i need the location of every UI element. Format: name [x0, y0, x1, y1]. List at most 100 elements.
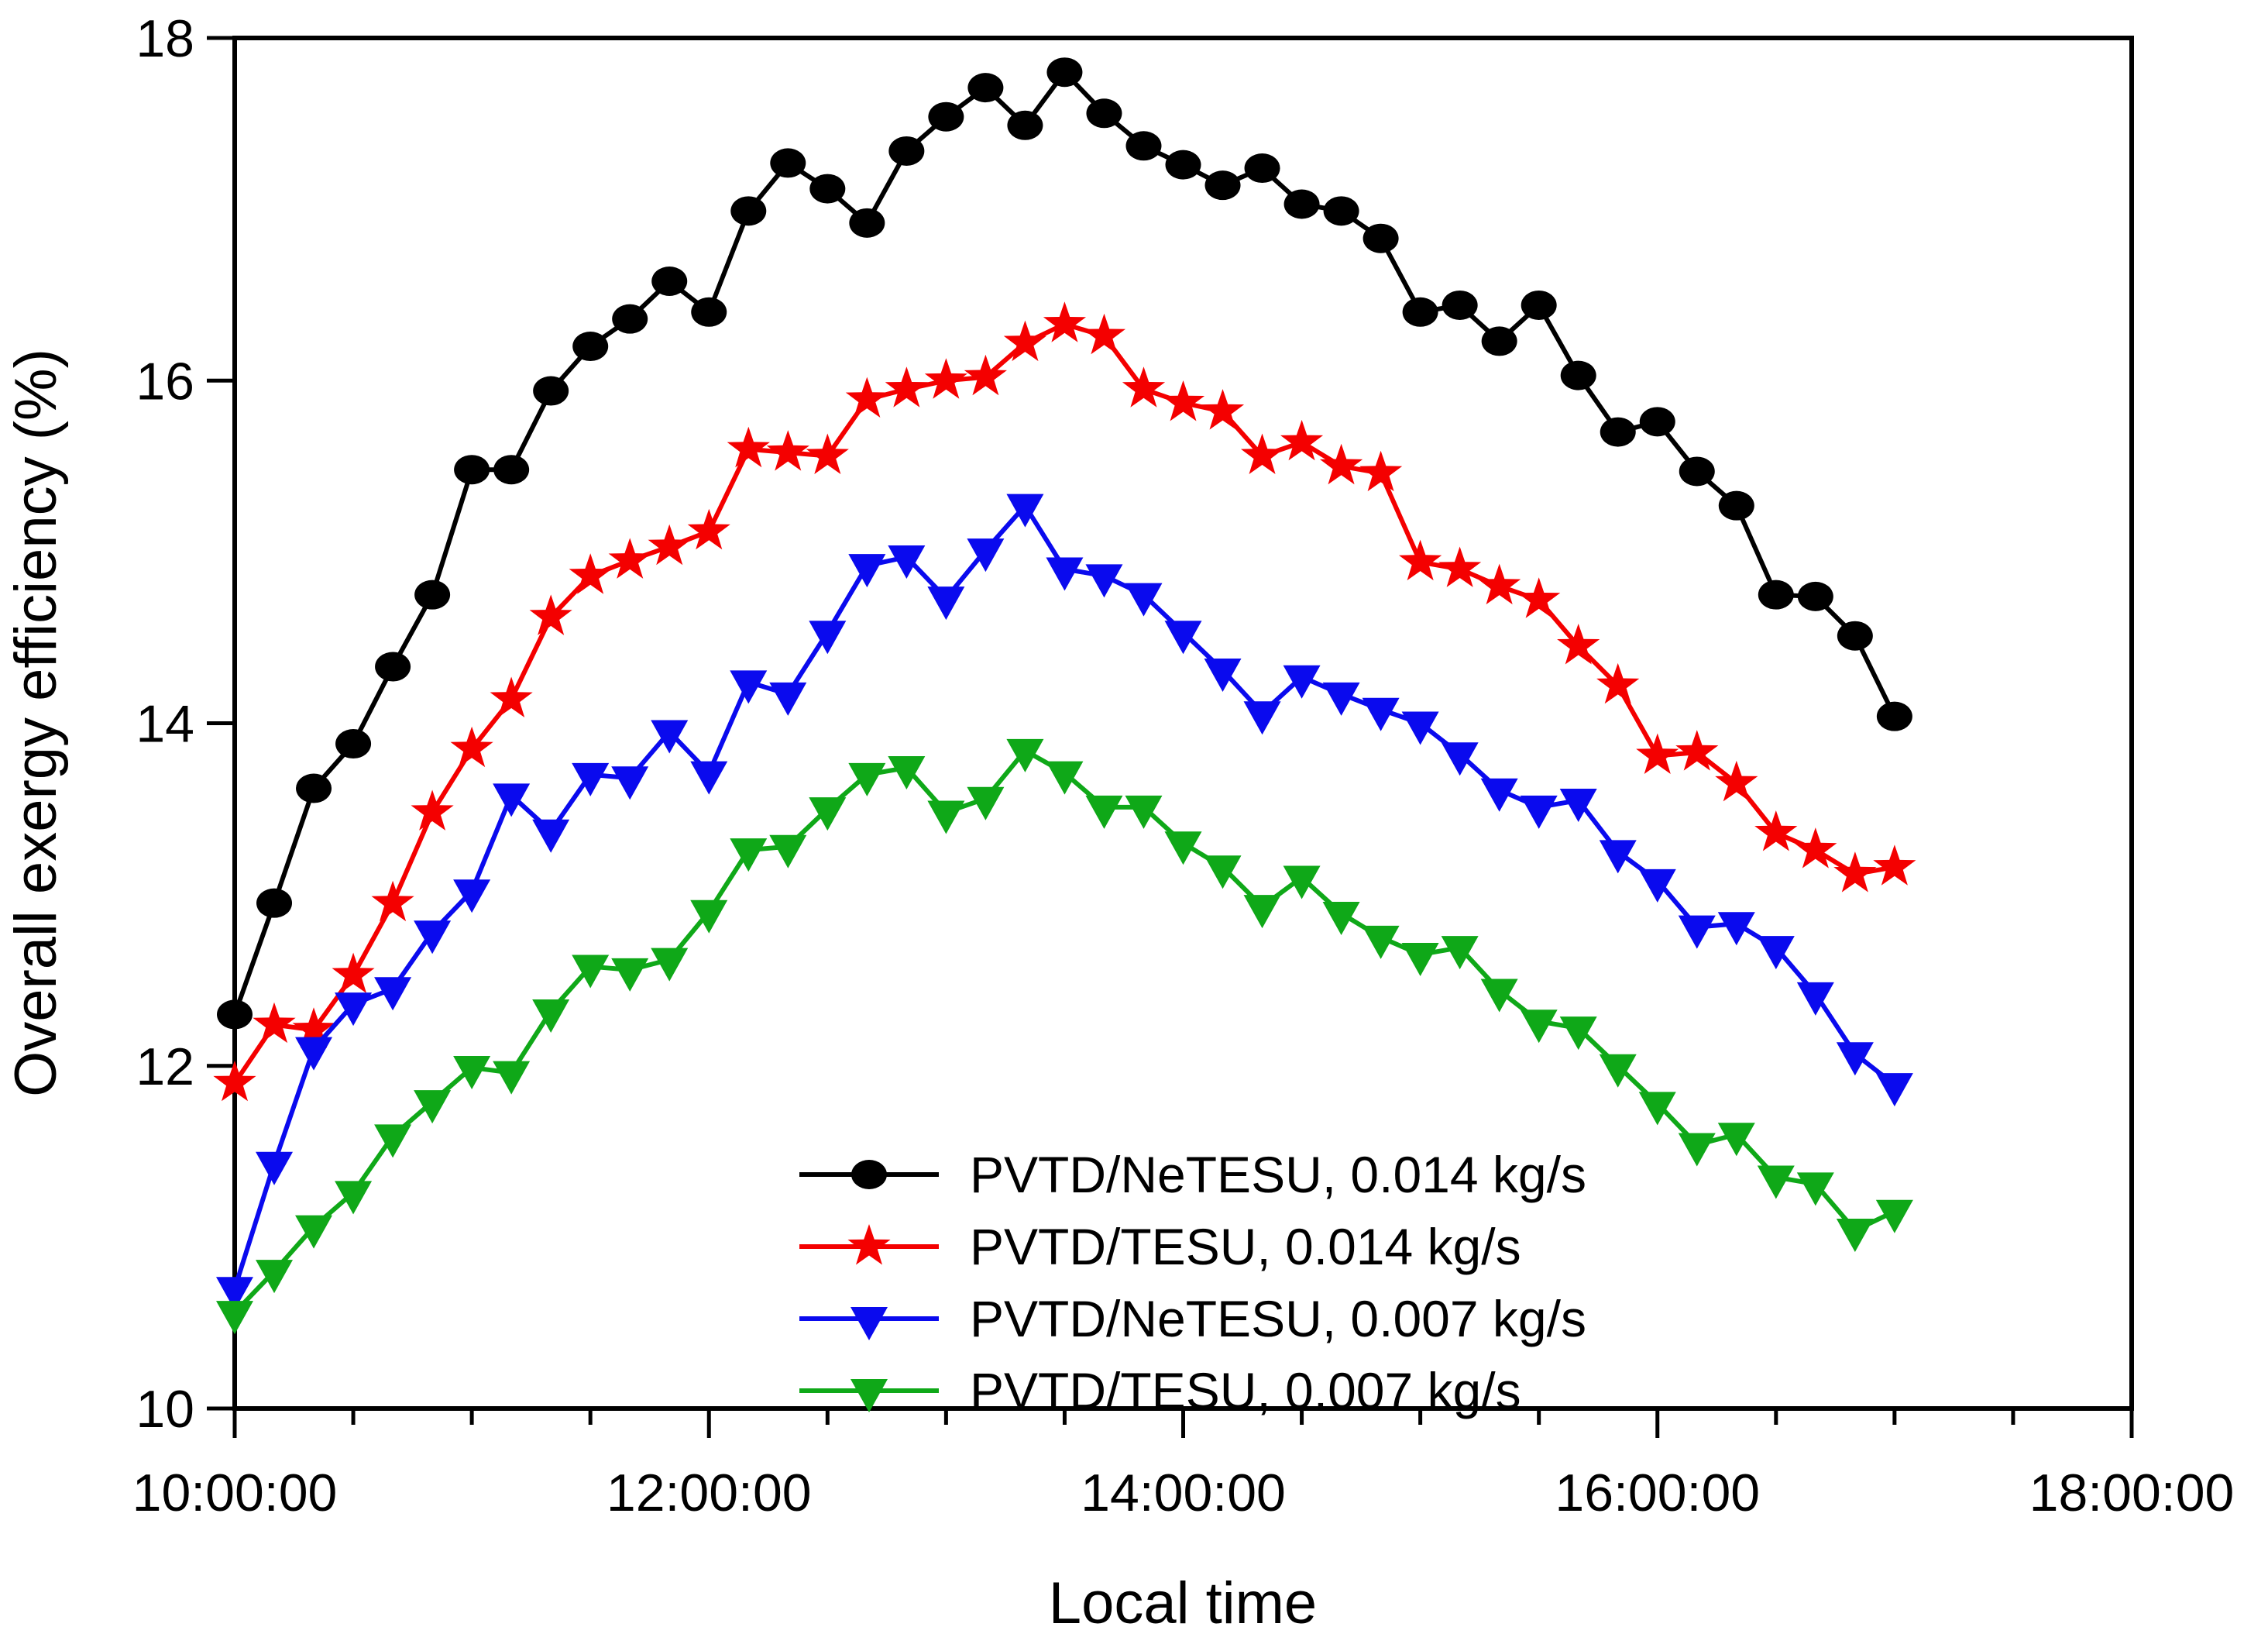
triangle-down-marker — [809, 797, 847, 831]
star-marker — [1438, 546, 1482, 587]
star-marker — [806, 433, 849, 474]
circle-marker — [1244, 153, 1280, 184]
triangle-down-marker — [1085, 795, 1123, 829]
circle-marker — [1125, 131, 1162, 161]
triangle-down-marker — [335, 1181, 373, 1215]
star-marker — [1003, 320, 1046, 362]
triangle-down-marker — [651, 948, 689, 982]
triangle-down-marker — [1362, 697, 1400, 731]
triangle-down-marker — [1441, 742, 1479, 776]
triangle-down-marker — [1085, 564, 1123, 598]
triangle-down-marker — [453, 879, 491, 913]
star-marker — [847, 1224, 891, 1265]
x-tick-label: 12:00:00 — [607, 1464, 812, 1522]
star-marker — [1754, 810, 1798, 851]
star-marker — [1320, 443, 1363, 485]
circle-marker — [1481, 326, 1517, 356]
circle-marker — [691, 297, 727, 327]
triangle-down-marker — [295, 1037, 333, 1071]
triangle-down-marker — [730, 838, 768, 872]
x-tick-label: 10:00:00 — [132, 1464, 338, 1522]
triangle-down-marker — [1599, 840, 1637, 874]
circle-marker — [770, 148, 806, 178]
circle-marker — [1600, 417, 1636, 447]
star-marker — [1161, 380, 1205, 421]
star-marker — [1794, 827, 1837, 868]
triangle-down-marker — [1006, 494, 1044, 528]
star-marker — [1715, 760, 1758, 802]
triangle-down-marker — [927, 586, 965, 621]
star-marker — [1082, 313, 1125, 355]
legend-item: PVTD/NeTESU, 0.014 kg/s — [799, 1146, 1586, 1203]
y-tick-label: 10 — [136, 1380, 194, 1439]
circle-marker — [849, 208, 885, 238]
triangle-down-marker — [1362, 925, 1400, 959]
triangle-down-marker — [1757, 936, 1795, 970]
star-marker — [332, 952, 375, 993]
triangle-down-marker — [374, 1124, 412, 1158]
triangle-down-marker — [1283, 865, 1321, 899]
triangle-down-marker — [1520, 1010, 1558, 1044]
triangle-down-marker — [1322, 901, 1360, 935]
y-tick-label: 16 — [136, 352, 194, 411]
triangle-down-marker — [769, 834, 807, 868]
star-marker — [1241, 433, 1284, 474]
triangle-down-marker — [809, 621, 847, 655]
star-marker — [1517, 577, 1561, 618]
triangle-down-marker — [1638, 1092, 1676, 1126]
triangle-down-marker — [848, 554, 886, 588]
star-marker — [450, 726, 493, 768]
circle-marker — [454, 455, 490, 485]
triangle-down-marker — [1836, 1219, 1874, 1253]
circle-marker — [888, 136, 925, 166]
triangle-down-marker — [1875, 1199, 1913, 1233]
triangle-down-marker — [690, 899, 728, 934]
circle-marker — [967, 73, 1004, 103]
triangle-down-marker — [1480, 979, 1518, 1013]
triangle-down-marker — [927, 800, 965, 834]
triangle-down-marker — [335, 992, 373, 1027]
star-marker — [845, 377, 888, 418]
triangle-down-marker — [1006, 738, 1044, 772]
star-marker — [766, 430, 809, 471]
triangle-down-marker — [414, 1090, 452, 1124]
circle-marker — [809, 174, 846, 204]
triangle-down-marker — [967, 786, 1005, 820]
star-marker — [648, 524, 691, 566]
triangle-down-marker — [1164, 831, 1202, 865]
triangle-down-marker — [848, 762, 886, 796]
star-marker — [292, 1007, 335, 1048]
star-marker — [964, 354, 1007, 396]
triangle-down-marker — [1796, 982, 1834, 1016]
triangle-down-marker — [888, 545, 926, 580]
triangle-down-marker — [256, 1151, 294, 1185]
circle-marker — [1283, 189, 1320, 219]
legend-label: PVTD/NeTESU, 0.014 kg/s — [970, 1146, 1586, 1203]
circle-marker — [1758, 580, 1794, 610]
circle-marker — [256, 888, 293, 918]
triangle-down-marker — [1678, 1133, 1716, 1167]
star-marker — [253, 1002, 296, 1044]
circle-marker — [928, 101, 964, 132]
circle-marker — [1639, 407, 1675, 437]
star-marker — [1557, 624, 1600, 665]
triangle-down-marker — [295, 1215, 333, 1249]
triangle-down-marker — [1480, 778, 1518, 812]
triangle-down-marker — [1678, 915, 1716, 949]
triangle-down-marker — [1401, 711, 1439, 745]
star-marker — [1833, 851, 1877, 893]
triangle-down-marker — [493, 1061, 531, 1095]
circle-marker — [414, 580, 451, 610]
star-marker — [1478, 563, 1521, 605]
triangle-down-marker — [1125, 583, 1163, 617]
triangle-down-marker — [769, 682, 807, 716]
legend-item: PVTD/TESU, 0.007 kg/s — [799, 1362, 1521, 1419]
star-marker — [1596, 662, 1640, 704]
star-marker — [411, 789, 454, 831]
circle-marker — [493, 455, 530, 485]
circle-marker — [296, 773, 332, 803]
triangle-down-marker — [611, 766, 649, 800]
star-marker — [1043, 301, 1086, 342]
series-4 — [216, 738, 1913, 1335]
